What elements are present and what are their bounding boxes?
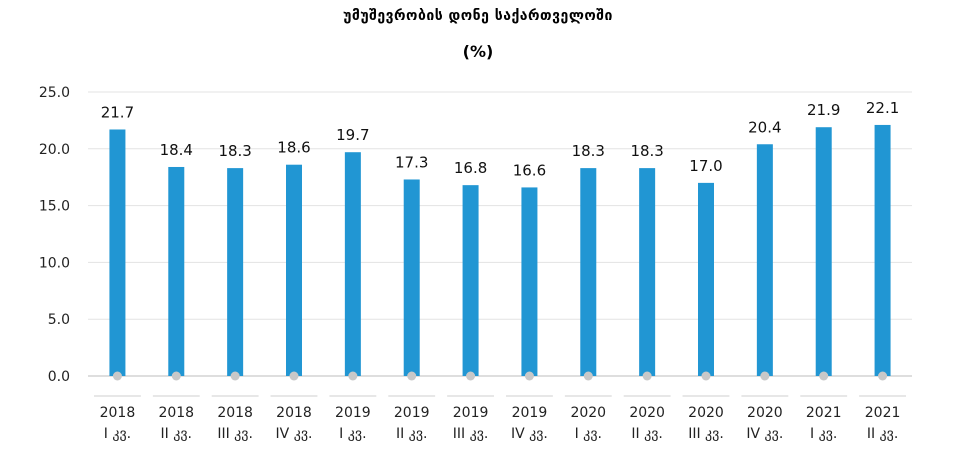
bar-base-marker [760, 371, 770, 381]
x-tick-label-quarter: III კვ. [688, 426, 724, 442]
bar-base-marker [289, 371, 299, 381]
y-tick-label: 10.0 [39, 255, 70, 271]
bar-base-marker [407, 371, 417, 381]
x-tick-label-quarter: I კვ. [104, 426, 131, 442]
x-tick-label-quarter: II კვ. [161, 426, 192, 442]
x-tick-label-year: 2020 [570, 405, 606, 421]
bar-base-marker [112, 371, 122, 381]
bar [815, 127, 832, 376]
bar [521, 187, 538, 376]
bar [462, 185, 479, 376]
x-tick-label-quarter: III კვ. [217, 426, 253, 442]
bar-base-marker [348, 371, 358, 381]
bar-base-marker [583, 371, 593, 381]
data-label: 16.6 [513, 161, 546, 179]
chart-subtitle: (%) [462, 42, 494, 61]
data-label: 17.3 [395, 153, 428, 171]
x-tick-label-year: 2018 [276, 405, 312, 421]
y-tick-label: 5.0 [48, 312, 70, 328]
x-tick-label-quarter: IV კვ. [511, 426, 548, 442]
x-tick-label-year: 2018 [100, 405, 136, 421]
x-tick-label-year: 2018 [158, 405, 194, 421]
bar [756, 144, 773, 376]
bar [580, 168, 597, 376]
bar-base-marker [230, 371, 240, 381]
data-label: 21.7 [101, 103, 134, 121]
bar [109, 129, 126, 376]
data-label: 20.4 [748, 118, 781, 136]
x-tick-label-quarter: II კვ. [631, 426, 662, 442]
bar [227, 168, 244, 376]
bar-base-marker [878, 371, 888, 381]
x-tick-label-quarter: I კვ. [810, 426, 837, 442]
x-tick-label-quarter: IV კვ. [746, 426, 783, 442]
data-label: 19.7 [336, 126, 369, 144]
bar-base-marker [171, 371, 181, 381]
data-label: 18.3 [218, 142, 251, 160]
bar [168, 166, 185, 376]
x-tick-label-year: 2020 [688, 405, 724, 421]
x-tick-label-quarter: IV კვ. [276, 426, 313, 442]
bar [698, 182, 714, 376]
x-tick-label-quarter: I კვ. [339, 426, 366, 442]
data-label: 18.6 [277, 139, 310, 157]
x-tick-label-year: 2019 [512, 405, 548, 421]
bar [639, 168, 656, 376]
x-tick-label-year: 2018 [217, 405, 253, 421]
data-label: 18.3 [630, 142, 663, 160]
x-tick-label-year: 2020 [629, 405, 665, 421]
data-label: 17.0 [689, 157, 722, 175]
data-label: 22.1 [866, 99, 899, 117]
y-tick-label: 0.0 [48, 369, 70, 385]
x-tick-label-quarter: II კვ. [867, 426, 898, 442]
x-tick-label-year: 2021 [865, 405, 901, 421]
chart-title: უმუშევრობის დონე საქართველოში [343, 8, 613, 24]
bar-base-marker [819, 371, 829, 381]
bar [344, 152, 361, 376]
y-tick-label: 25.0 [39, 85, 70, 101]
data-label: 16.8 [454, 159, 487, 177]
x-tick-label-quarter: III კვ. [453, 426, 489, 442]
data-label: 18.4 [160, 141, 193, 159]
data-label: 18.3 [572, 142, 605, 160]
x-tick-label-year: 2021 [806, 405, 842, 421]
x-tick-label-year: 2019 [453, 405, 489, 421]
bar [403, 179, 420, 376]
bar-base-marker [642, 371, 652, 381]
x-tick-label-year: 2019 [335, 405, 371, 421]
y-tick-label: 15.0 [39, 199, 70, 215]
x-tick-label-quarter: I კვ. [575, 426, 602, 442]
y-tick-label: 20.0 [39, 142, 70, 158]
bar-base-marker [524, 371, 534, 381]
bar-base-marker [701, 371, 711, 381]
data-label: 21.9 [807, 101, 840, 119]
x-tick-label-quarter: II კვ. [396, 426, 427, 442]
bar [874, 124, 891, 376]
x-tick-label-year: 2020 [747, 405, 783, 421]
x-tick-label-year: 2019 [394, 405, 430, 421]
bar [286, 164, 302, 376]
bar-base-marker [466, 371, 476, 381]
